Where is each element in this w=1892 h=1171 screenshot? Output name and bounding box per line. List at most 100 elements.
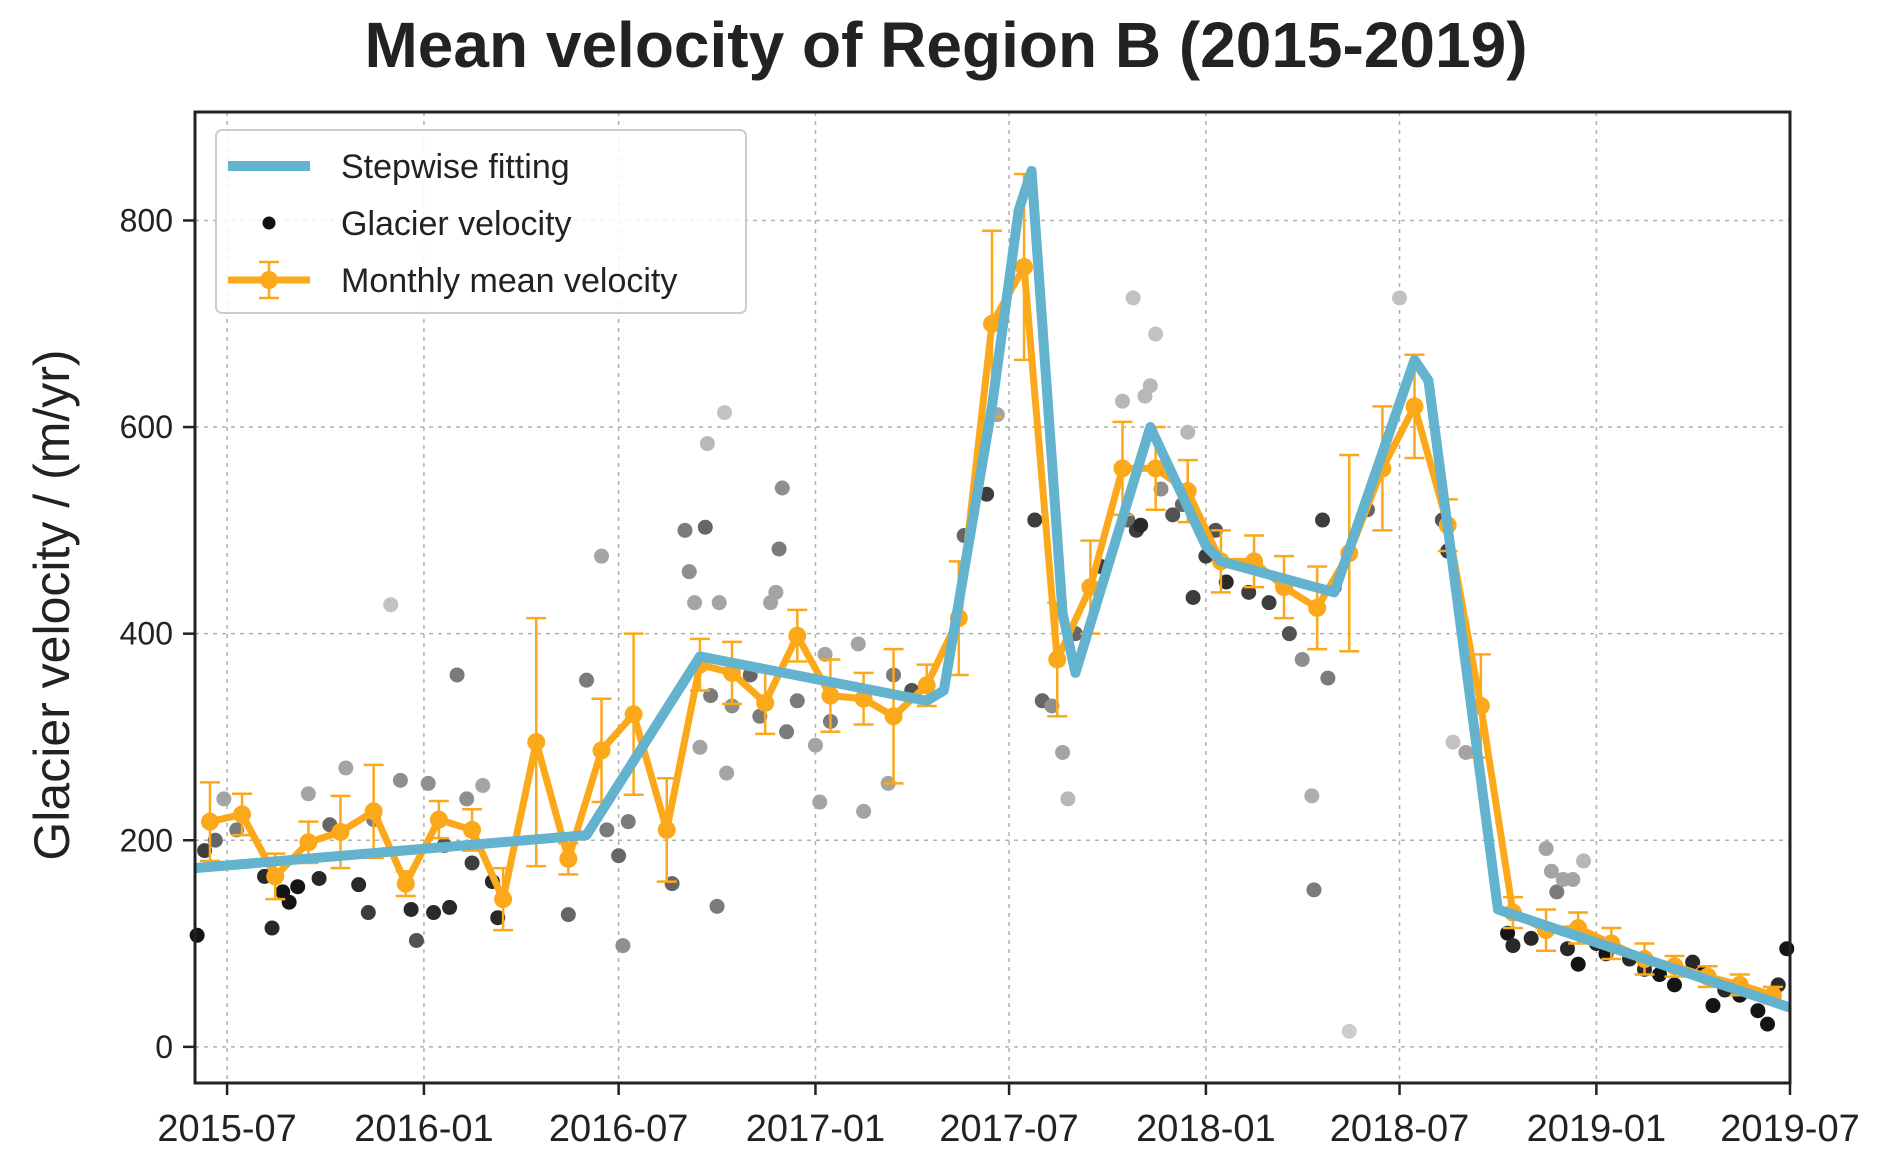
velocity-point bbox=[850, 636, 866, 652]
velocity-point bbox=[300, 786, 316, 802]
velocity-point bbox=[442, 899, 458, 915]
velocity-point bbox=[1241, 584, 1257, 600]
legend-swatch-velocity bbox=[262, 216, 276, 230]
velocity-point bbox=[719, 765, 735, 781]
monthly-mean-point bbox=[200, 812, 219, 831]
velocity-point bbox=[687, 595, 703, 611]
y-tick-label: 600 bbox=[120, 409, 173, 445]
velocity-point bbox=[360, 905, 376, 921]
velocity-point bbox=[311, 870, 327, 886]
velocity-point bbox=[611, 848, 627, 864]
velocity-point bbox=[1760, 1016, 1776, 1032]
x-tick-label: 2017-01 bbox=[746, 1108, 885, 1150]
y-tick-label: 400 bbox=[120, 616, 173, 652]
monthly-mean-point bbox=[917, 676, 936, 695]
velocity-point bbox=[1685, 954, 1701, 970]
velocity-point bbox=[717, 405, 733, 421]
x-tick-label: 2016-07 bbox=[549, 1108, 688, 1150]
plot-frame bbox=[193, 110, 1792, 1085]
monthly-mean-point bbox=[429, 810, 448, 829]
velocity-point bbox=[403, 901, 419, 917]
monthly-mean-point bbox=[624, 705, 643, 724]
monthly-mean-point bbox=[266, 867, 285, 886]
velocity-point bbox=[1315, 512, 1331, 528]
velocity-point bbox=[1779, 941, 1795, 957]
velocity-point bbox=[1261, 595, 1277, 611]
monthly-mean-point bbox=[982, 314, 1001, 333]
velocity-point bbox=[1180, 424, 1196, 440]
velocity-point bbox=[1165, 507, 1181, 523]
velocity-point bbox=[594, 548, 610, 564]
stepwise-fit-line bbox=[194, 165, 1792, 1013]
velocity-point bbox=[264, 920, 280, 936]
monthly-mean-point bbox=[592, 741, 611, 760]
velocity-point bbox=[1666, 977, 1682, 993]
velocity-point bbox=[290, 879, 306, 895]
velocity-point bbox=[1523, 930, 1539, 946]
axis-ticks: 2015-07 2016-01 2016-07 2017-01 2017-07 2018-… bbox=[120, 202, 1860, 1150]
monthly-mean-point bbox=[396, 874, 415, 893]
velocity-point bbox=[812, 794, 828, 810]
velocity-point bbox=[1281, 626, 1297, 642]
velocity-point bbox=[426, 905, 442, 921]
legend-label: Glacier velocity bbox=[341, 205, 572, 243]
velocity-point bbox=[459, 791, 475, 807]
monthly-mean-point bbox=[657, 820, 676, 839]
velocity-point bbox=[560, 907, 576, 923]
velocity-point bbox=[1458, 744, 1474, 760]
monthly-mean-point bbox=[233, 805, 252, 824]
velocity-point bbox=[664, 876, 680, 892]
monthly-mean-point bbox=[364, 802, 383, 821]
velocity-point bbox=[779, 724, 795, 740]
velocity-point bbox=[1218, 574, 1234, 590]
velocity-point bbox=[1651, 967, 1667, 983]
stepwise-fit-series bbox=[194, 165, 1792, 1013]
x-tick-label: 2016-01 bbox=[354, 1108, 493, 1150]
velocity-point bbox=[383, 597, 399, 613]
monthly-mean-point bbox=[1146, 459, 1165, 478]
velocity-point bbox=[768, 584, 784, 600]
velocity-point bbox=[1185, 590, 1201, 605]
velocity-point bbox=[1341, 1023, 1357, 1039]
monthly-mean-point bbox=[494, 890, 513, 909]
velocity-point bbox=[1500, 925, 1516, 941]
velocity-point bbox=[1559, 941, 1575, 957]
x-tick-label: 2018-01 bbox=[1136, 1108, 1275, 1150]
x-tick-label: 2015-07 bbox=[157, 1108, 296, 1150]
velocity-point bbox=[1306, 882, 1322, 898]
velocity-point bbox=[677, 522, 693, 538]
y-tick-label: 200 bbox=[120, 822, 173, 858]
velocity-point bbox=[697, 519, 713, 535]
velocity-point bbox=[1114, 393, 1130, 409]
velocity-point bbox=[1505, 938, 1521, 954]
velocity-point bbox=[338, 760, 354, 776]
velocity-point bbox=[711, 595, 727, 611]
velocity-point bbox=[774, 480, 790, 496]
velocity-point bbox=[1304, 788, 1320, 804]
velocity-point bbox=[1570, 956, 1586, 972]
velocity-point bbox=[1125, 290, 1141, 306]
x-tick-label: 2019-01 bbox=[1527, 1108, 1666, 1150]
monthly-mean-point bbox=[463, 820, 482, 839]
velocity-point bbox=[197, 843, 213, 859]
velocity-point bbox=[392, 772, 408, 788]
monthly-mean-point bbox=[1015, 257, 1034, 276]
velocity-point bbox=[1142, 378, 1158, 394]
velocity-point bbox=[789, 693, 805, 709]
velocity-point bbox=[1320, 670, 1336, 686]
velocity-point bbox=[681, 564, 697, 580]
velocity-point bbox=[420, 775, 436, 791]
velocity-point bbox=[817, 646, 833, 662]
velocity-point bbox=[490, 910, 506, 926]
velocity-point bbox=[189, 927, 205, 943]
x-tick-label: 2017-07 bbox=[939, 1108, 1078, 1150]
monthly-mean-point bbox=[299, 833, 318, 852]
velocity-point bbox=[709, 898, 725, 914]
legend-box bbox=[215, 129, 747, 314]
velocity-point bbox=[771, 541, 787, 557]
monthly-mean-point bbox=[1308, 598, 1327, 617]
velocity-point bbox=[1044, 698, 1060, 714]
monthly-mean-point bbox=[1081, 578, 1100, 597]
velocity-point bbox=[1148, 326, 1164, 342]
monthly-mean-point bbox=[756, 693, 775, 712]
